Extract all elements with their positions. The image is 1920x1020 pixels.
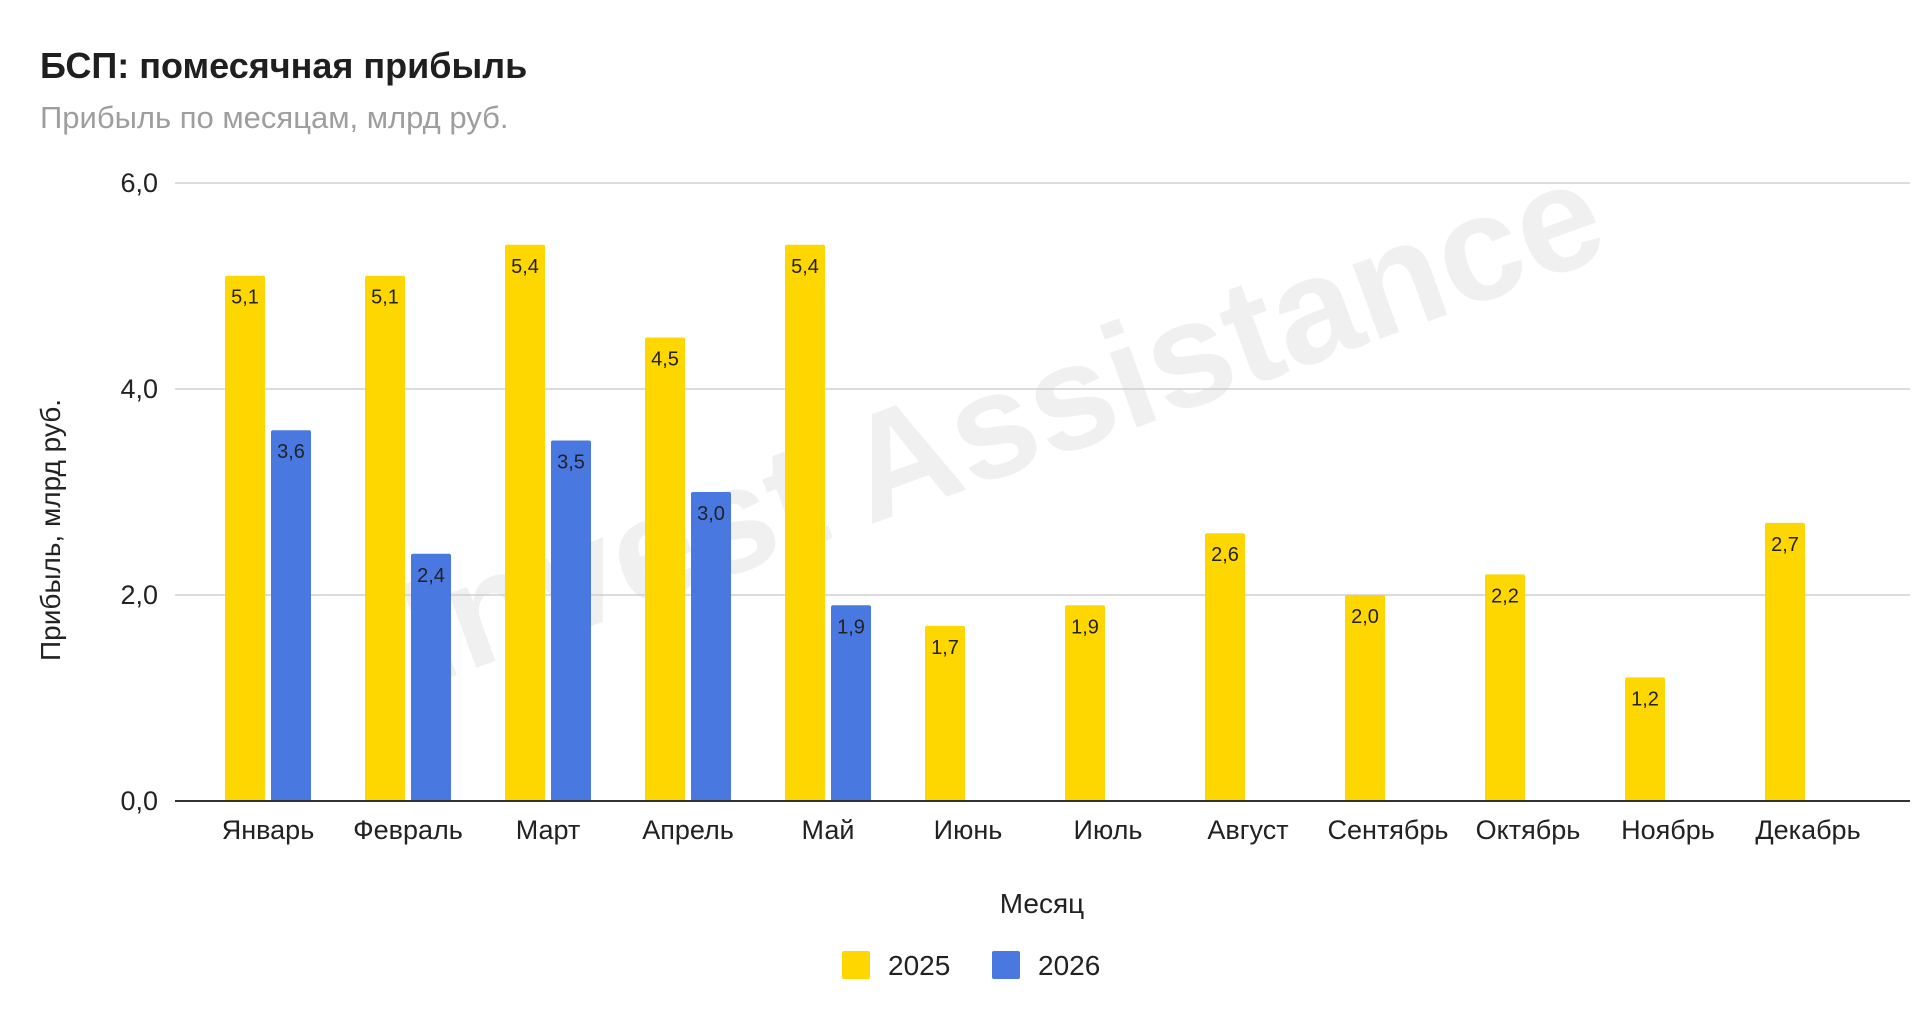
legend-swatch-2025	[842, 951, 870, 979]
legend-swatch-2026	[992, 951, 1020, 979]
x-tick-label: Февраль	[353, 815, 463, 845]
bar-2025-Сентябрь	[1345, 595, 1385, 801]
x-tick-label: Июль	[1074, 815, 1143, 845]
y-tick-label: 0,0	[120, 786, 158, 816]
bar-2025-Январь	[225, 275, 265, 801]
x-tick-label: Сентябрь	[1328, 815, 1449, 845]
bar-2025-Февраль	[365, 275, 405, 801]
legend-label-2025: 2025	[888, 950, 950, 981]
data-label: 5,1	[231, 287, 259, 309]
bar-2025-Май	[785, 244, 825, 802]
y-tick-label: 4,0	[120, 374, 158, 404]
bar-2025-Апрель	[645, 337, 685, 801]
x-tick-label: Ноябрь	[1621, 815, 1715, 845]
bar-2025-Октябрь	[1485, 574, 1525, 801]
legend-label-2026: 2026	[1038, 950, 1100, 981]
data-label: 5,4	[511, 256, 539, 278]
legend: 2025 2026	[842, 950, 1100, 981]
y-tick-label: 6,0	[120, 168, 158, 198]
x-tick-label: Декабрь	[1755, 815, 1860, 845]
data-label: 2,2	[1491, 585, 1519, 607]
x-tick-label: Май	[802, 815, 855, 845]
data-label: 3,6	[277, 441, 305, 463]
data-label: 3,5	[557, 452, 585, 474]
data-label: 3,0	[697, 503, 725, 525]
data-label: 4,5	[651, 349, 679, 371]
data-label: 2,0	[1351, 606, 1379, 628]
x-tick-label: Апрель	[642, 815, 734, 845]
bar-2025-Декабрь	[1765, 522, 1805, 801]
data-label: 1,9	[1071, 616, 1099, 638]
x-tick-label: Июнь	[934, 815, 1003, 845]
y-axis-title: Прибыль, млрд руб.	[35, 399, 66, 661]
data-label: 1,9	[837, 616, 865, 638]
bar-2025-Июнь	[925, 625, 965, 801]
x-axis-title: Месяц	[1000, 888, 1084, 919]
bar-2025-Август	[1205, 533, 1245, 801]
chart-subtitle: Прибыль по месяцам, млрд руб.	[40, 100, 508, 135]
bar-2026-Февраль	[411, 553, 451, 801]
bar-2026-Май	[831, 605, 871, 801]
bar-2026-Апрель	[691, 492, 731, 801]
bar-2025-Март	[505, 244, 545, 802]
bar-2026-Март	[551, 440, 591, 801]
data-label: 1,7	[931, 637, 959, 659]
chart-title: БСП: помесячная прибыль	[40, 45, 527, 86]
x-tick-label: Январь	[222, 815, 315, 845]
x-tick-label: Октябрь	[1476, 815, 1581, 845]
x-tick-label: Март	[516, 815, 581, 845]
data-label: 2,7	[1771, 534, 1799, 556]
y-tick-label: 2,0	[120, 580, 158, 610]
bar-2026-Январь	[271, 430, 311, 801]
bar-2025-Ноябрь	[1625, 677, 1665, 801]
x-tick-label: Август	[1207, 815, 1288, 845]
data-label: 5,1	[371, 287, 399, 309]
data-label: 2,6	[1211, 544, 1239, 566]
data-label: 5,4	[791, 256, 819, 278]
data-label: 2,4	[417, 565, 445, 587]
bar-2025-Июль	[1065, 605, 1105, 801]
data-label: 1,2	[1631, 688, 1659, 710]
